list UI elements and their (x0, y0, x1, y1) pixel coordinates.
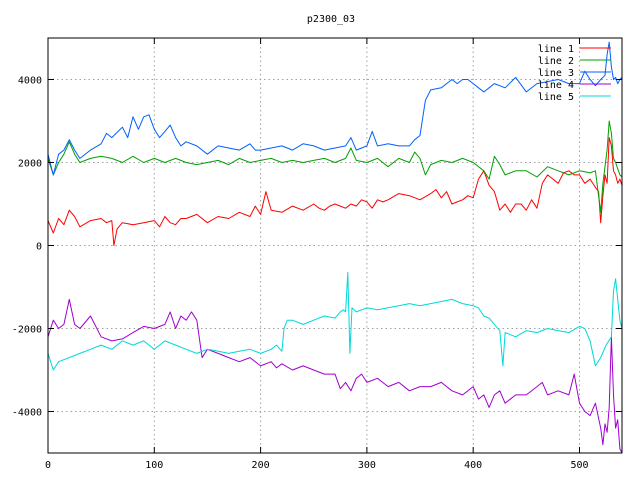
grid-lines (48, 38, 622, 453)
legend-label: line 3 (538, 68, 574, 79)
y-tick-label: 0 (36, 242, 42, 253)
y-tick-label: -4000 (12, 408, 42, 419)
x-tick-label: 500 (570, 460, 588, 471)
axis-ticks: 0 100 200 300 400 500 -4000 -2000 0 2000 4000 (12, 38, 622, 471)
x-tick-label: 100 (145, 460, 163, 471)
legend-label: line 2 (538, 56, 574, 67)
series-line-5 (47, 272, 623, 371)
legend-label: line 4 (538, 80, 574, 91)
series-line-2 (47, 120, 623, 213)
legend-label: line 1 (538, 44, 574, 55)
legend-label: line 5 (538, 92, 574, 103)
y-tick-label: 4000 (18, 76, 42, 87)
series-line-1 (47, 137, 623, 246)
x-tick-label: 0 (45, 460, 51, 471)
y-tick-label: -2000 (12, 325, 42, 336)
series-group (47, 41, 623, 454)
series-line-3 (47, 41, 623, 176)
x-tick-label: 400 (464, 460, 482, 471)
y-tick-label: 2000 (18, 159, 42, 170)
x-tick-label: 300 (358, 460, 376, 471)
x-tick-label: 200 (252, 460, 270, 471)
chart-title: p2300_03 (307, 14, 355, 25)
series-line-4 (47, 298, 623, 454)
